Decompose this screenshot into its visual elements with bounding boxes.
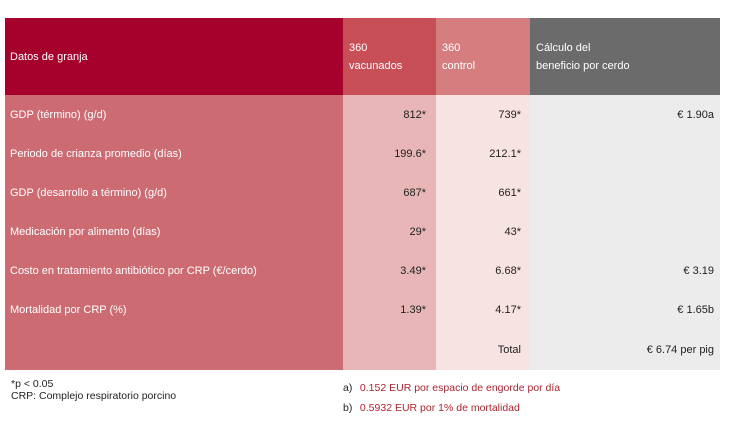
row-vaccinated-value: 1.39* <box>343 290 436 329</box>
row-vaccinated-value: 3.49* <box>343 251 436 290</box>
row-label: GDP (término) (g/d) <box>5 95 343 134</box>
header-vaccinated-count: 360 <box>349 41 368 54</box>
table-row: Periodo de crianza promedio (días) 199.6… <box>5 134 720 173</box>
table-row: Costo en tratamiento antibiótico por CRP… <box>5 251 720 290</box>
footnote-a-text: 0.152 EUR por espacio de engorde por día <box>359 382 561 394</box>
row-control-value: 661* <box>436 173 530 212</box>
table-header-row: Datos de granja 360 vacunados 360 contro… <box>5 18 720 95</box>
table-row: Medicación por alimento (días) 29* 43* <box>5 212 720 251</box>
header-control-count: 360 <box>442 41 461 54</box>
row-benefit-value <box>530 173 720 212</box>
table-row: Mortalidad por CRP (%) 1.39* 4.17* € 1.6… <box>5 290 720 329</box>
row-control-value: 6.68* <box>436 251 530 290</box>
row-label: Costo en tratamiento antibiótico por CRP… <box>5 251 343 290</box>
total-row: Total € 6.74 per pig <box>5 329 720 370</box>
row-label: Mortalidad por CRP (%) <box>5 290 343 329</box>
header-control-label: control <box>442 59 476 72</box>
footnote-b-label: b) <box>343 402 353 414</box>
header-benefit-line1: Cálculo del <box>536 41 591 54</box>
footnote-b: b) 0.5932 EUR por 1% de mortalidad <box>343 398 560 418</box>
header-benefit-line2: beneficio por cerdo <box>536 59 630 72</box>
row-control-value: 739* <box>436 95 530 134</box>
footnotes-right: a) 0.152 EUR por espacio de engorde por … <box>343 378 560 418</box>
row-benefit-value: € 1.90a <box>530 95 720 134</box>
row-vaccinated-value: 812* <box>343 95 436 134</box>
row-benefit-value: € 3.19 <box>530 251 720 290</box>
crp-definition: CRP: Complejo respiratorio porcino <box>11 390 177 402</box>
total-row-vaccinated-cell <box>343 329 436 370</box>
footnote-a-label: a) <box>343 382 353 394</box>
row-label: Medicación por alimento (días) <box>5 212 343 251</box>
row-label: Periodo de crianza promedio (días) <box>5 134 343 173</box>
benefit-table: Datos de granja 360 vacunados 360 contro… <box>5 18 720 370</box>
row-vaccinated-value: 687* <box>343 173 436 212</box>
total-value: € 6.74 per pig <box>530 329 720 370</box>
header-benefit: Cálculo del beneficio por cerdo <box>530 18 720 95</box>
row-vaccinated-value: 29* <box>343 212 436 251</box>
row-label: GDP (desarrollo a término) (g/d) <box>5 173 343 212</box>
header-vaccinated-label: vacunados <box>349 59 403 72</box>
significance-note: *p < 0.05 <box>11 378 54 390</box>
header-farm-data: Datos de granja <box>5 18 343 95</box>
row-benefit-value: € 1.65b <box>530 290 720 329</box>
table-row: GDP (término) (g/d) 812* 739* € 1.90a <box>5 95 720 134</box>
header-farm-data-label: Datos de granja <box>10 50 88 63</box>
header-control: 360 control <box>436 18 530 95</box>
header-vaccinated: 360 vacunados <box>343 18 436 95</box>
row-control-value: 212.1* <box>436 134 530 173</box>
row-control-value: 43* <box>436 212 530 251</box>
row-benefit-value <box>530 212 720 251</box>
footnote-a: a) 0.152 EUR por espacio de engorde por … <box>343 378 560 398</box>
total-row-label-cell <box>5 329 343 370</box>
total-label: Total <box>436 329 530 370</box>
row-benefit-value <box>530 134 720 173</box>
row-vaccinated-value: 199.6* <box>343 134 436 173</box>
table-row: GDP (desarrollo a término) (g/d) 687* 66… <box>5 173 720 212</box>
footnote-b-text: 0.5932 EUR por 1% de mortalidad <box>359 402 520 414</box>
footnotes-left: *p < 0.05 CRP: Complejo respiratorio por… <box>11 378 176 402</box>
row-control-value: 4.17* <box>436 290 530 329</box>
